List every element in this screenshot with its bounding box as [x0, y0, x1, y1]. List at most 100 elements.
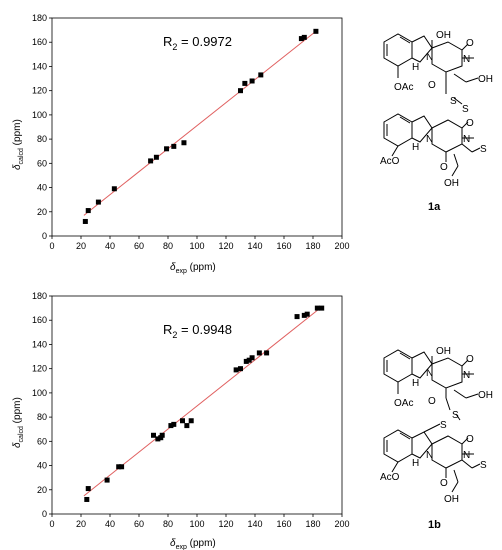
chart-1b-data-point [301, 312, 307, 318]
chart-1a-y-tick-label: 60 [37, 158, 47, 168]
chart-1a-y-tick-label: 100 [32, 110, 47, 120]
chart-1a-x-tick-label: 40 [105, 241, 115, 251]
chart-1b-data-point [188, 418, 194, 424]
chart-1a-y-axis-label: δcalcd (ppm) [12, 119, 25, 170]
chart-1b-y-tick-label: 120 [32, 364, 47, 374]
structure-1b-oh-side: OH [478, 390, 493, 401]
chart-1a-regression-line [83, 29, 318, 216]
chart-1b-x-tick-label: 180 [305, 519, 320, 529]
structure-1b-o-1: O [466, 354, 474, 365]
chart-1a-data-point [148, 158, 154, 164]
chart-1a-data-point [164, 146, 170, 152]
chart-1a-data-point [258, 72, 264, 78]
structure-1b-n-2: N [426, 368, 433, 379]
structure-1b-h-1: H [412, 378, 419, 389]
chart-1b: 0 20 40 60 80 100 120 140 160 180 200 0 20 40 60 80 100… [12, 291, 350, 550]
chart-1b-data-point [243, 358, 249, 364]
structure-1a-oh-bottom: OH [444, 178, 459, 189]
chart-1a-plot-frame [51, 17, 343, 237]
structure-1a-oh-side: OH [478, 74, 493, 85]
structure-1a-oac: OAc [394, 82, 413, 93]
chart-1b-y-tick-label: 100 [32, 388, 47, 398]
chart-1b-x-tick-label: 140 [247, 519, 262, 529]
chart-1b-x-tick-label: 160 [276, 519, 291, 529]
structure-1b-o-3: O [466, 434, 474, 445]
chart-1b-data-point [180, 418, 185, 424]
chart-1b-data-point [249, 355, 255, 361]
structure-1a-n-4: N [426, 134, 433, 145]
chart-1b-x-tick-label: 80 [163, 519, 173, 529]
chart-1b-data-point [168, 423, 174, 429]
chart-1b-x-tick-label: 100 [189, 519, 204, 529]
structure-1b-n-1: N [463, 370, 470, 381]
chart-1b-y-tick-label: 0 [42, 509, 47, 519]
chart-1b-r2-label: R2 = 0.9948 [163, 322, 232, 340]
structure-1b-oh-bottom: OH [444, 494, 459, 505]
structure-1a-atom-labels: OH O N N H OAc O OH S S O N N H AcO O S … [380, 30, 493, 189]
structure-1a-o-2: O [428, 80, 436, 91]
chart-1a-data-point [242, 80, 248, 86]
chart-1a-data-point [85, 208, 91, 214]
chart-1b-y-tick-label: 20 [37, 485, 47, 495]
chart-1a-x-tick-label: 60 [134, 241, 144, 251]
chart-1a-data-point [153, 154, 159, 160]
chart-1b-data-point [233, 367, 239, 373]
chart-1b-data-point [116, 464, 122, 470]
structure-1b-h-2: H [412, 458, 419, 469]
chart-1b-data-point [104, 477, 110, 483]
chart-1a-fit [83, 29, 318, 216]
chart-1a-r2-label: R2 = 0.9972 [163, 34, 232, 52]
chart-1b-xticks: 0 20 40 60 80 100 120 140 160 180 200 [49, 514, 350, 529]
chart-1a-data-point [238, 88, 243, 94]
chart-1a-data-point [249, 78, 255, 84]
structure-1b-s-3: S [480, 460, 487, 471]
chart-1a-axes [51, 17, 343, 237]
structure-1b-aco: AcO [380, 472, 400, 483]
chart-1a-y-tick-label: 0 [42, 231, 47, 241]
chart-1a-data-point [313, 28, 319, 34]
chart-1a-points [82, 28, 319, 224]
chart-1b-data-point [119, 464, 125, 470]
chart-1b-data-point [238, 366, 243, 372]
chart-1b-x-tick-label: 120 [218, 519, 233, 529]
chart-1a-y-tick-label: 40 [37, 183, 47, 193]
chart-1a-data-point [82, 218, 88, 224]
chart-1b-points [84, 305, 325, 502]
chart-1b-x-tick-label: 0 [49, 519, 54, 529]
chart-1a-y-tick-label: 80 [37, 134, 47, 144]
structure-1b-o-4: O [440, 478, 448, 489]
chart-1b-data-point [304, 311, 310, 317]
chart-1a-xticks: 0 20 40 60 80 100 120 140 160 180 200 [49, 236, 350, 251]
chart-1b-y-tick-label: 180 [32, 291, 47, 301]
chart-1a-x-tick-label: 200 [334, 241, 349, 251]
chart-1b-data-point [264, 350, 270, 356]
chart-1a-x-tick-label: 120 [218, 241, 233, 251]
chart-1a-x-tick-label: 180 [305, 241, 320, 251]
chart-1b-x-tick-label: 200 [334, 519, 349, 529]
chart-1b-data-point [314, 305, 320, 311]
chart-1b-data-point [256, 350, 262, 356]
chart-1b-x-tick-label: 60 [134, 519, 144, 529]
structure-1a-o-4: O [440, 162, 448, 173]
structure-1a-s-2: S [462, 104, 469, 115]
chart-1a-data-point [298, 36, 304, 42]
chart-1b-data-point [319, 305, 325, 311]
compound-label-1b: 1b [428, 519, 441, 531]
structure-1b-oac: OAc [394, 398, 413, 409]
chart-1b-y-tick-label: 40 [37, 461, 47, 471]
structure-1a-lower-unit [383, 113, 481, 177]
chart-1a-y-tick-label: 160 [32, 37, 47, 47]
chart-1a-data-point [95, 199, 101, 205]
structure-1b-oh-top: OH [436, 346, 451, 357]
chart-1b-y-tick-label: 160 [32, 315, 47, 325]
chart-1b-data-point [184, 423, 190, 429]
structure-1b-o-2: O [428, 396, 436, 407]
chart-1b-data-point [84, 496, 90, 502]
chart-1a-x-tick-label: 80 [163, 241, 173, 251]
structure-1a [383, 33, 481, 177]
structure-1b-n-4: N [426, 450, 433, 461]
chart-1b-y-tick-label: 60 [37, 436, 47, 446]
structure-1a-s-1: S [450, 96, 457, 107]
chart-1b-y-tick-label: 80 [37, 412, 47, 422]
